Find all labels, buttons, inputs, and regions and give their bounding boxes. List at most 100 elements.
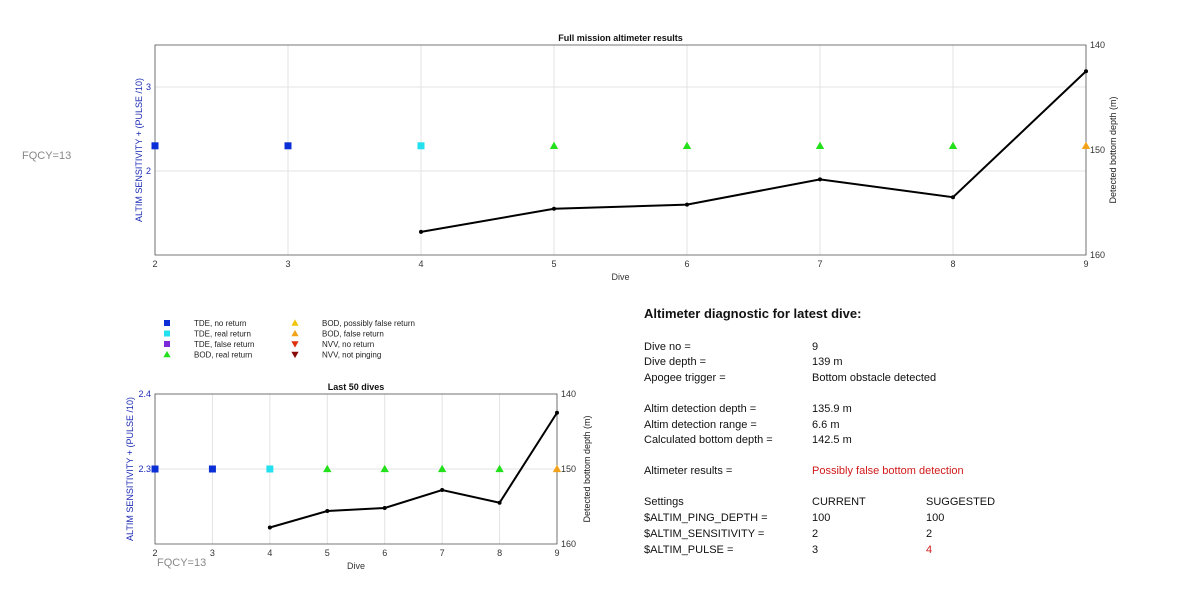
legend-marker [291,351,299,359]
legend-marker [291,329,299,337]
x-tick-label: 9 [554,548,559,558]
settings-header: Settings [644,496,684,508]
depth-series-line [420,70,1087,233]
x-tick-label: 8 [497,548,502,558]
altimeter-marker [437,464,447,473]
depth-point [419,229,423,234]
altimeter-marker [1081,141,1091,149]
y2-tick-label: 160 [561,539,576,549]
altimeter-marker [151,142,159,150]
depth-point [951,195,955,200]
current-header: CURRENT [812,496,866,508]
x-tick-label: 7 [440,548,445,558]
top-fqcy-label: FQCY=13 [22,150,72,162]
legend-label: BOD, possibly false return [322,319,415,328]
ping-depth-suggested: 100 [926,512,945,524]
y-tick-label: 2.3 [138,464,151,474]
dive-no-label: Dive no = [644,341,691,353]
altimeter-marker [682,141,692,149]
calculated-depth-label: Calculated bottom depth = [644,434,773,446]
legend-label: NVV, no return [322,340,374,349]
y2-tick-label: 150 [561,464,576,474]
depth-point [497,500,502,505]
sensitivity-suggested: 2 [926,528,933,540]
dive-depth-label: Dive depth = [644,356,707,368]
x-tick-label: 9 [1083,259,1088,269]
x-axis-label: Dive [347,561,365,571]
detection-depth-label: Altim detection depth = [644,403,757,415]
y-axis-label: ALTIM SENSITIVITY + (PULSE /10) [134,78,144,222]
pulse-suggested: 4 [926,544,933,556]
altimeter-marker [323,464,332,473]
x-tick-label: 3 [210,548,215,558]
bottom-fqcy-label: FQCY=13 [157,557,207,569]
legend-label: NVV, not pinging [322,351,381,360]
legend-label: BOD, real return [194,351,252,360]
legend-marker [164,330,170,337]
legend-label: TDE, no return [194,319,246,328]
legend-marker [164,341,170,347]
x-axis-label: Dive [611,272,629,282]
last-50-dives-chart: 2 3 4 5 6 7 8 9 2.3 2.4 140 150 160 Last 50 dives Dive… [125,382,592,571]
altimeter-marker [495,464,504,473]
y-tick-label: 3 [146,82,151,92]
chart-title: Last 50 dives [328,382,385,392]
dive-depth-value: 139 m [812,356,843,368]
altimeter-results-label: Altimeter results = [644,465,733,477]
x-tick-label: 7 [817,259,822,269]
altimeter-marker [552,464,562,473]
altimeter-marker [284,142,292,150]
y2-axis-label: Detected bottom depth (m) [582,415,592,522]
y-axis-label: ALTIM SENSITIVITY + (PULSE /10) [125,397,135,541]
altimeter-marker [151,465,159,473]
y2-tick-label: 140 [561,389,576,399]
dive-no-value: 9 [812,341,819,353]
apogee-trigger-label: Apogee trigger = [644,372,726,384]
altimeter-marker [815,141,825,149]
depth-point [552,206,556,211]
legend-label: TDE, real return [194,330,251,339]
y-tick-label: 2 [146,166,151,176]
plot-frame [154,44,1087,256]
y2-axis-label: Detected bottom depth (m) [1108,96,1118,203]
x-tick-label: 5 [325,548,330,558]
x-tick-label: 8 [950,259,955,269]
suggested-header: SUGGESTED [926,496,996,508]
calculated-depth-value: 142.5 m [812,434,852,446]
altimeter-marker [266,465,274,473]
altimeter-marker [549,141,559,149]
y2-tick-label: 150 [1090,145,1105,155]
diagnostic-title: Altimeter diagnostic for latest dive: [644,306,862,321]
x-tick-label: 2 [152,259,157,269]
altimeter-marker [417,142,425,150]
altimeter-marker [380,464,389,473]
pulse-current: 3 [812,544,819,556]
depth-point [440,488,445,492]
detection-depth-value: 135.9 m [812,403,852,415]
legend-marker [163,350,171,358]
x-tick-label: 3 [285,259,290,269]
depth-point [685,202,689,207]
y2-tick-label: 160 [1090,250,1105,260]
altimeter-marker [948,141,958,149]
full-mission-chart: 2 3 4 5 6 7 8 9 2 3 140 150 160 Full mission altimete… [134,33,1118,282]
x-tick-label: 6 [684,259,689,269]
legend-label: TDE, false return [194,340,254,349]
detection-range-label: Altim detection range = [644,419,757,431]
x-tick-label: 5 [551,259,556,269]
y-tick-label: 2.4 [138,389,151,399]
depth-point [1084,69,1088,74]
depth-point [818,177,822,182]
sensitivity-label: $ALTIM_SENSITIVITY = [644,528,765,540]
legend-label: BOD, false return [322,330,384,339]
depth-series-line [269,412,558,529]
ping-depth-current: 100 [812,512,831,524]
legend-marker [291,341,299,348]
altimeter-results-value: Possibly false bottom detection [812,465,964,477]
y2-tick-label: 140 [1090,40,1105,50]
chart-title: Full mission altimeter results [558,33,683,43]
legend-marker [164,320,170,326]
depth-point [382,506,387,510]
x-tick-label: 6 [382,548,387,558]
